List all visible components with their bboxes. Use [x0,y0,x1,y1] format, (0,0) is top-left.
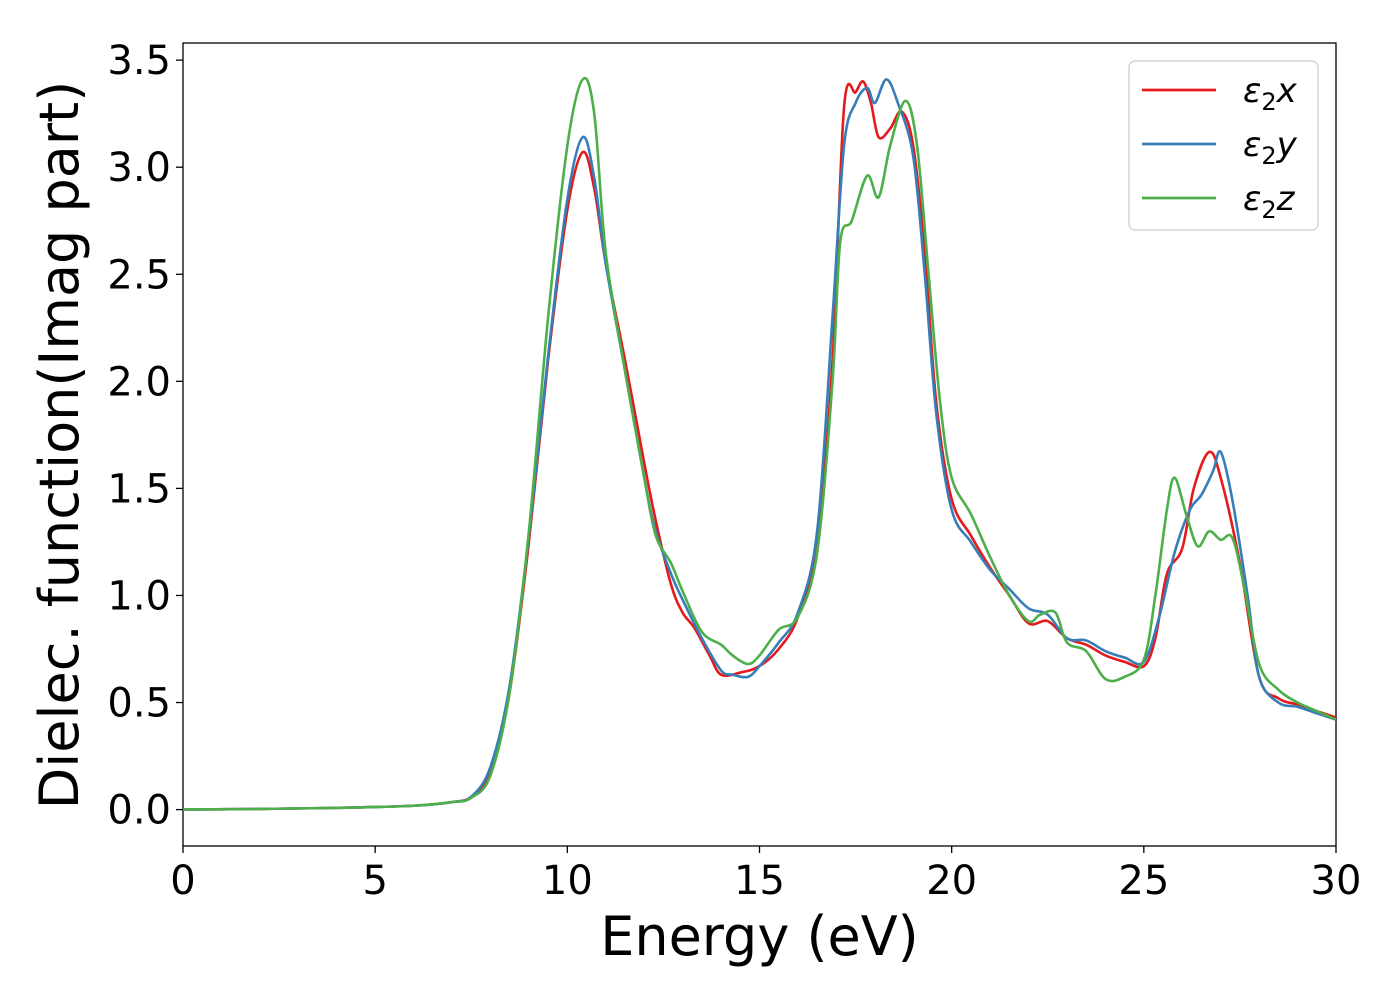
series-line-y [183,78,1336,811]
legend-box [1128,60,1319,231]
x-tick-label: 0 [170,858,195,904]
legend: ε2x ε2y ε2z [1128,60,1319,231]
y-tick-label: 0.5 [107,681,171,727]
x-tick-label: 20 [926,858,977,904]
y-tick-label: 3.0 [107,145,171,191]
legend-label: ε2x [1243,71,1298,116]
y-tick-label: 2.0 [107,359,171,405]
x-tick-label: 5 [362,858,387,904]
x-axis: 0 5 10 15 20 25 30 [170,846,1361,904]
legend-entries: ε2x ε2y ε2z [1142,71,1298,224]
x-tick-label: 30 [1311,858,1362,904]
x-axis-label: Energy (eV) [600,905,919,968]
legend-label: ε2z [1243,179,1296,224]
y-tick-label: 1.0 [107,573,171,619]
y-tick-label: 0.0 [107,788,171,834]
x-tick-label: 15 [734,858,785,904]
series-line-z [183,76,1336,811]
y-tick-label: 1.5 [107,466,171,512]
y-tick-label: 2.5 [107,252,171,298]
y-axis: 0.0 0.5 1.0 1.5 2.0 2.5 3.0 3.5 [107,38,183,834]
legend-label: ε2y [1243,125,1298,170]
x-tick-label: 25 [1118,858,1169,904]
series-layer [183,76,1336,811]
x-tick-label: 10 [542,858,593,904]
y-axis-label: Dielec. function(Imag part) [28,81,91,810]
y-tick-label: 3.5 [107,38,171,84]
